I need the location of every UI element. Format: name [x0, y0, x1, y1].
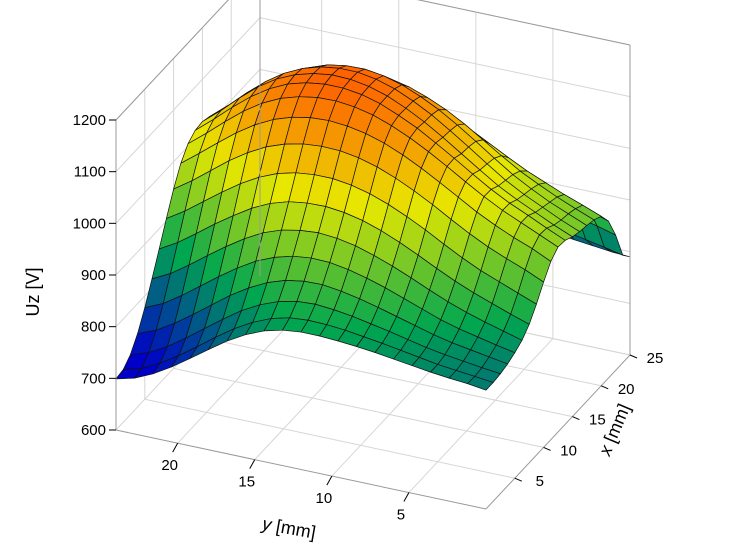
axis-ticks: 600 700 800 900 1000 1100 1200 5 10 15 20 5 10 15 20 25: [73, 112, 664, 524]
x-tick-label: 15: [589, 412, 606, 429]
z-tick-label: 1100: [74, 164, 106, 181]
z-tick-label: 1200: [73, 112, 106, 129]
y-tick-label: 15: [238, 474, 255, 491]
y-tick: [403, 492, 410, 502]
y-tick-label: 5: [397, 507, 405, 524]
y-tick: [249, 459, 256, 469]
y-tick-label: 10: [315, 490, 332, 507]
z-tick-label: 1000: [73, 215, 106, 232]
x-tick: [629, 354, 638, 359]
z-tick-label: 700: [81, 370, 106, 387]
y-axis-title-unit: [mm]: [270, 515, 318, 543]
y-tick-label: 20: [161, 457, 178, 474]
x-axis-title: x [mm]: [594, 401, 634, 459]
z-tick-label: 600: [81, 422, 106, 439]
x-tick-label: 25: [647, 350, 664, 367]
x-tick: [572, 416, 580, 421]
y-tick: [172, 442, 179, 453]
y-axis-title: y [mm]: [259, 513, 318, 542]
box-edge: [485, 354, 631, 510]
x-tick: [543, 446, 551, 451]
x-tick: [514, 477, 522, 482]
x-tick: [601, 385, 609, 390]
z-tick-label: 800: [81, 319, 106, 336]
y-grid-line-floor: [408, 338, 554, 493]
surface-plot: [115, 64, 631, 391]
box-edge: [115, 0, 229, 121]
x-tick-label: 10: [560, 442, 577, 459]
y-axis-title-variable: y: [259, 513, 274, 535]
z-tick-label: 900: [81, 267, 106, 284]
y-tick: [326, 475, 333, 486]
x-tick-label: 5: [536, 473, 544, 490]
surface-cell: [467, 376, 494, 391]
z-axis-title: Uz [V]: [23, 267, 43, 316]
x-tick-label: 20: [618, 381, 635, 398]
box-edge: [416, 0, 631, 46]
